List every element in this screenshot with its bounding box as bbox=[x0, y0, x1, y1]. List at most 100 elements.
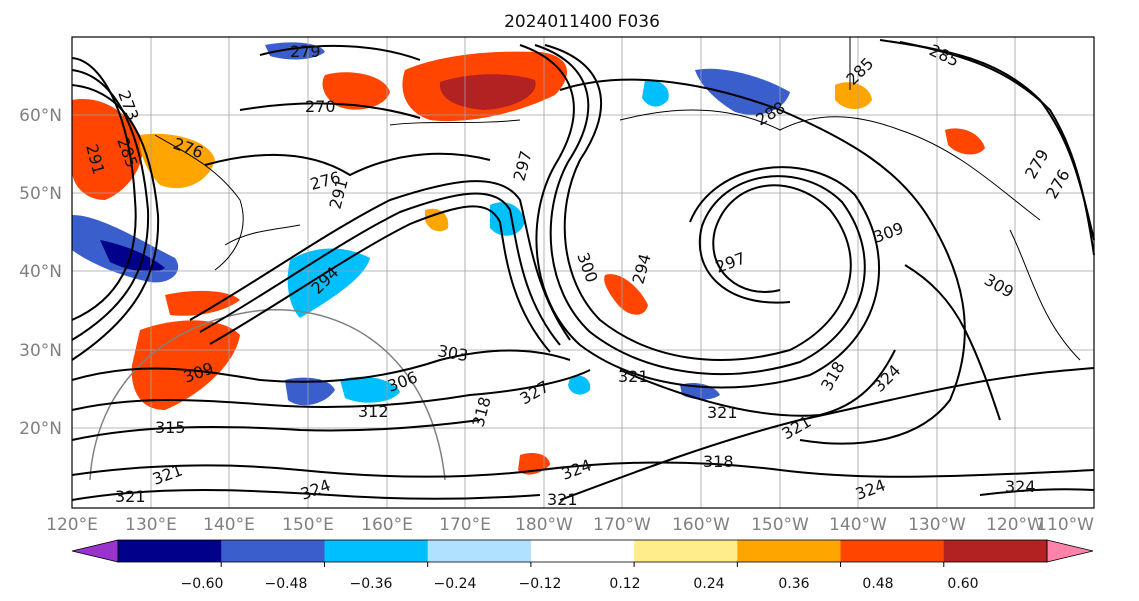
contour-line bbox=[544, 44, 852, 361]
contour-line bbox=[534, 44, 866, 375]
anomaly-region bbox=[139, 133, 215, 189]
lon-label: 160°E bbox=[361, 515, 413, 535]
anomaly-region bbox=[568, 375, 591, 395]
lat-label: 60°N bbox=[19, 106, 62, 126]
lat-label: 20°N bbox=[19, 419, 62, 439]
colorbar-tick-label: −0.12 bbox=[519, 576, 562, 592]
contour-label: 321 bbox=[707, 403, 738, 422]
lon-label: 150°W bbox=[751, 515, 809, 535]
contour-line bbox=[71, 69, 150, 341]
anomaly-region bbox=[165, 290, 240, 316]
contour-label: 321 bbox=[115, 487, 146, 506]
lon-label: 170°W bbox=[593, 515, 651, 535]
anomaly-region bbox=[835, 82, 872, 109]
lat-label: 50°N bbox=[19, 184, 62, 204]
contour-label: 312 bbox=[358, 402, 389, 421]
map-frame bbox=[71, 36, 1095, 509]
lat-label: 30°N bbox=[19, 341, 62, 361]
colorbar-swatch bbox=[427, 540, 532, 562]
contour-line bbox=[239, 102, 421, 119]
colorbar-outline bbox=[117, 539, 1048, 563]
contour-label: 279 bbox=[290, 42, 321, 61]
contour-line bbox=[71, 489, 541, 501]
anomaly-region bbox=[604, 274, 648, 315]
colorbar-tick-labels: −0.60 −0.48 −0.36 −0.24 −0.12 0.12 0.24 … bbox=[181, 576, 979, 592]
colorbar-tick-label: −0.48 bbox=[265, 576, 308, 592]
lat-label: 40°N bbox=[19, 262, 62, 282]
anomaly-region bbox=[439, 74, 536, 110]
contour-line bbox=[71, 369, 591, 411]
contour-label: 321 bbox=[547, 490, 578, 509]
colorbar: −0.60 −0.48 −0.36 −0.24 −0.12 0.12 0.24 … bbox=[71, 539, 1094, 592]
colorbar-swatch bbox=[840, 540, 945, 562]
contour-label: 321 bbox=[618, 367, 649, 386]
coastlines bbox=[154, 37, 1081, 361]
contour-line bbox=[189, 180, 571, 341]
lon-label: 170°E bbox=[439, 515, 491, 535]
lon-label: 180°W bbox=[515, 515, 573, 535]
contour-line bbox=[71, 57, 137, 321]
anomaly-region bbox=[490, 202, 525, 236]
colorbar-swatch bbox=[634, 540, 738, 562]
contour-line bbox=[71, 461, 1095, 478]
anomaly-region bbox=[322, 72, 390, 110]
map-title: 2024011400 F036 bbox=[504, 12, 660, 32]
lon-label: 140°E bbox=[203, 515, 255, 535]
graticule bbox=[72, 37, 1094, 508]
contour-line bbox=[559, 78, 966, 445]
anomaly-region bbox=[945, 128, 985, 155]
lon-label: 140°W bbox=[829, 515, 887, 535]
anomaly-region bbox=[285, 377, 335, 406]
lon-label: 120°W bbox=[986, 515, 1044, 535]
contour-line bbox=[259, 44, 421, 61]
contour-line bbox=[204, 152, 491, 177]
colorbar-ticks bbox=[220, 562, 945, 567]
lon-label: 130°W bbox=[908, 515, 966, 535]
colorbar-swatch bbox=[71, 539, 119, 563]
contour-line bbox=[209, 205, 551, 353]
coastline bbox=[154, 134, 244, 271]
lon-label: 120°E bbox=[46, 515, 98, 535]
colorbar-swatch bbox=[530, 540, 635, 562]
contour-label: 324 bbox=[1005, 477, 1036, 496]
height-contours bbox=[71, 39, 1095, 501]
coastline bbox=[619, 109, 1041, 221]
coastline bbox=[224, 224, 301, 246]
contour-label: 270 bbox=[305, 97, 336, 116]
colorbar-swatch bbox=[118, 540, 222, 562]
colorbar-swatch bbox=[324, 540, 429, 562]
colorbar-tick-label: −0.24 bbox=[434, 576, 477, 592]
lon-label: 130°E bbox=[125, 515, 177, 535]
contour-line bbox=[71, 84, 160, 361]
colorbar-tick-label: 0.48 bbox=[862, 576, 893, 592]
colorbar-tick-label: −0.60 bbox=[181, 576, 224, 592]
colorbar-tick-label: 0.24 bbox=[693, 576, 724, 592]
colorbar-swatch bbox=[1046, 539, 1094, 563]
longitude-labels: 120°E 130°E 140°E 150°E 160°E 170°E 180°… bbox=[46, 515, 1094, 535]
contour-line bbox=[71, 349, 571, 383]
contour-line bbox=[71, 419, 481, 441]
colorbar-swatch bbox=[943, 540, 1048, 562]
anomaly-region bbox=[340, 376, 400, 403]
contour-line bbox=[904, 264, 1001, 421]
anomaly-region bbox=[642, 79, 669, 107]
lon-label: 160°W bbox=[672, 515, 730, 535]
contour-label: 315 bbox=[155, 418, 186, 437]
colorbar-tick-label: 0.12 bbox=[609, 576, 640, 592]
colorbar-tick-label: −0.36 bbox=[350, 576, 393, 592]
latitude-labels: 60°N 50°N 40°N 30°N 20°N bbox=[19, 106, 62, 439]
colorbar-swatches bbox=[71, 539, 1094, 563]
colorbar-swatch bbox=[737, 540, 842, 562]
colorbar-tick-label: 0.60 bbox=[947, 576, 978, 592]
anomaly-region bbox=[100, 240, 165, 272]
anomaly-region bbox=[72, 99, 143, 200]
contour-line bbox=[519, 44, 880, 389]
lon-label: 110°W bbox=[1036, 515, 1094, 535]
contour-line bbox=[979, 488, 1095, 496]
colorbar-swatch bbox=[221, 540, 325, 562]
coastline bbox=[1009, 229, 1081, 361]
map-plot-area: 279 270 273 285 291 276 276 291 294 297 … bbox=[71, 36, 1095, 509]
lon-label: 150°E bbox=[282, 515, 334, 535]
contour-line bbox=[619, 349, 896, 417]
